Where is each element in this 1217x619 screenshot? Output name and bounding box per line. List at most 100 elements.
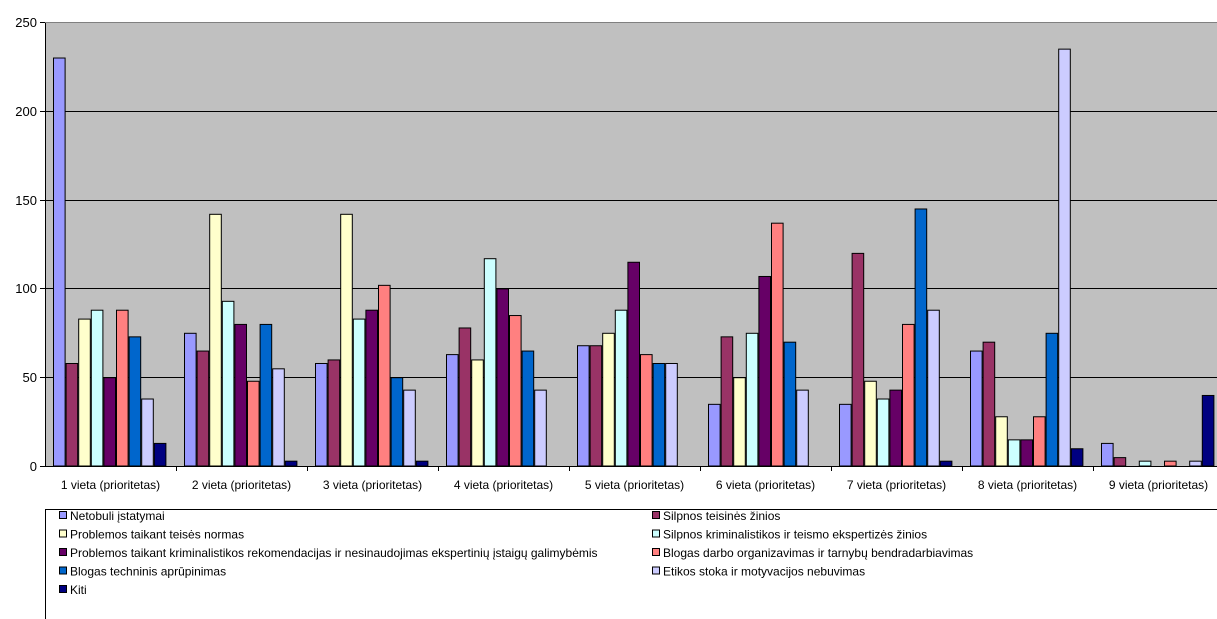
- bar: [1189, 460, 1202, 467]
- bar: [390, 377, 404, 467]
- bar: [509, 315, 522, 467]
- bar: [1007, 439, 1021, 467]
- bar: [352, 318, 366, 467]
- legend-swatch: [59, 529, 67, 538]
- bar: [577, 345, 590, 467]
- bar: [970, 350, 983, 467]
- legend-label: Kiti: [70, 583, 87, 597]
- bar: [652, 362, 666, 467]
- bar: [982, 341, 996, 467]
- bar: [365, 309, 378, 467]
- x-tick-label: 7 vieta (prioritetas): [847, 478, 946, 492]
- legend-label: Netobuli įstatymai: [70, 509, 165, 523]
- bar: [783, 341, 797, 467]
- bar: [627, 261, 641, 467]
- bar: [939, 460, 953, 467]
- y-tick-label: 0: [30, 459, 37, 474]
- bar: [458, 327, 472, 467]
- bar: [1045, 332, 1059, 467]
- legend-swatch: [652, 511, 660, 519]
- bar: [1058, 48, 1071, 467]
- legend: Netobuli įstatymai Silpnos teisinės žinio…: [45, 509, 1217, 619]
- bar: [1138, 460, 1152, 467]
- bar: [53, 57, 66, 467]
- bar: [1201, 394, 1215, 467]
- bar: [327, 359, 341, 467]
- y-tick-label: 250: [15, 15, 37, 30]
- bar: [78, 318, 91, 467]
- bars: [53, 48, 1215, 467]
- bar: [733, 377, 746, 467]
- bar: [141, 398, 154, 467]
- legend-swatch: [652, 566, 660, 575]
- bar: [284, 460, 298, 467]
- bar: [927, 309, 940, 467]
- bar: [521, 350, 535, 467]
- bar: [221, 300, 235, 467]
- bar: [864, 380, 877, 467]
- y-tick-label: 100: [15, 281, 37, 296]
- bar: [1070, 448, 1084, 467]
- bar: [403, 389, 416, 467]
- legend-swatch: [59, 585, 67, 593]
- bar: [665, 362, 678, 467]
- bar: [796, 389, 809, 467]
- legend-swatch: [59, 548, 67, 556]
- bar: [315, 362, 328, 467]
- bar: [483, 258, 497, 467]
- y-tick-label: 200: [15, 104, 37, 119]
- x-tick-label: 3 vieta (prioritetas): [323, 478, 422, 492]
- bar: [708, 403, 721, 467]
- legend-label: Problemos taikant kriminalistikos rekome…: [70, 546, 598, 560]
- bar: [614, 309, 628, 467]
- bar: [209, 213, 222, 467]
- bar: [589, 345, 603, 467]
- bar: [446, 354, 459, 467]
- bar: [116, 309, 129, 467]
- x-axis-labels: 1 vieta (prioritetas) 2 vieta (prioriteta…: [61, 478, 1208, 492]
- bar: [378, 284, 391, 467]
- bar: [234, 323, 247, 467]
- legend-label: Problemos taikant teisės normas: [70, 528, 244, 542]
- bar: [640, 354, 653, 467]
- bar: [103, 377, 117, 467]
- axes: [45, 22, 1217, 471]
- y-tick-label: 150: [15, 193, 37, 208]
- bar: [1101, 442, 1114, 467]
- x-tick-label: 8 vieta (prioritetas): [978, 478, 1077, 492]
- bar: [153, 442, 167, 467]
- bar: [184, 332, 197, 467]
- bar: [602, 332, 615, 467]
- x-tick-label: 9 vieta (prioritetas): [1109, 478, 1208, 492]
- bar: [340, 213, 353, 467]
- y-tick-label: 50: [23, 370, 37, 385]
- bar: [65, 362, 79, 467]
- bar: [889, 389, 903, 467]
- legend-label: Silpnos teisinės žinios: [663, 509, 780, 523]
- bar: [745, 332, 759, 467]
- legend-label: Blogas darbo organizavimas ir tarnybų be…: [663, 546, 973, 560]
- bar: [128, 336, 142, 467]
- x-tick-label: 6 vieta (prioritetas): [716, 478, 815, 492]
- bar: [995, 416, 1008, 467]
- bar: [902, 323, 915, 467]
- bar: [90, 309, 104, 467]
- x-tick-label: 1 vieta (prioritetas): [61, 478, 160, 492]
- x-tick-label: 4 vieta (prioritetas): [454, 478, 553, 492]
- x-tick-label: 5 vieta (prioritetas): [585, 478, 684, 492]
- legend-label: Etikos stoka ir motyvacijos nebuvimas: [663, 565, 865, 579]
- y-axis-ticks: 0 50 100 150 200 250: [15, 15, 45, 474]
- legend-swatch: [652, 529, 660, 538]
- bar: [876, 398, 890, 467]
- legend-swatch: [652, 548, 660, 556]
- bar: [272, 368, 285, 467]
- legend-label: Blogas techninis aprūpinimas: [70, 565, 226, 579]
- bar: [471, 359, 484, 467]
- bar: [534, 389, 547, 467]
- x-tick-label: 2 vieta (prioritetas): [192, 478, 291, 492]
- legend-label: Silpnos kriminalistikos ir teismo eksper…: [663, 528, 927, 542]
- bar: [1020, 439, 1034, 467]
- bar: [914, 208, 928, 467]
- bar: [720, 336, 734, 467]
- legend-box: [45, 509, 1217, 619]
